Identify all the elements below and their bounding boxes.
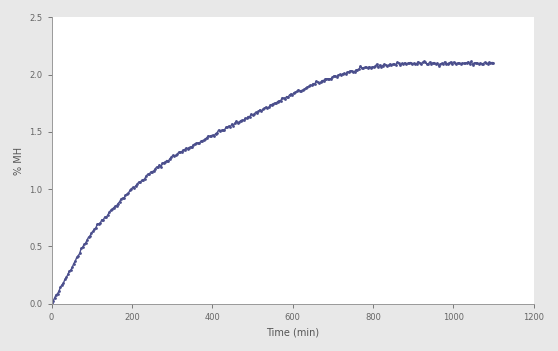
Y-axis label: % MH: % MH (14, 146, 24, 174)
X-axis label: Time (min): Time (min) (266, 327, 319, 337)
